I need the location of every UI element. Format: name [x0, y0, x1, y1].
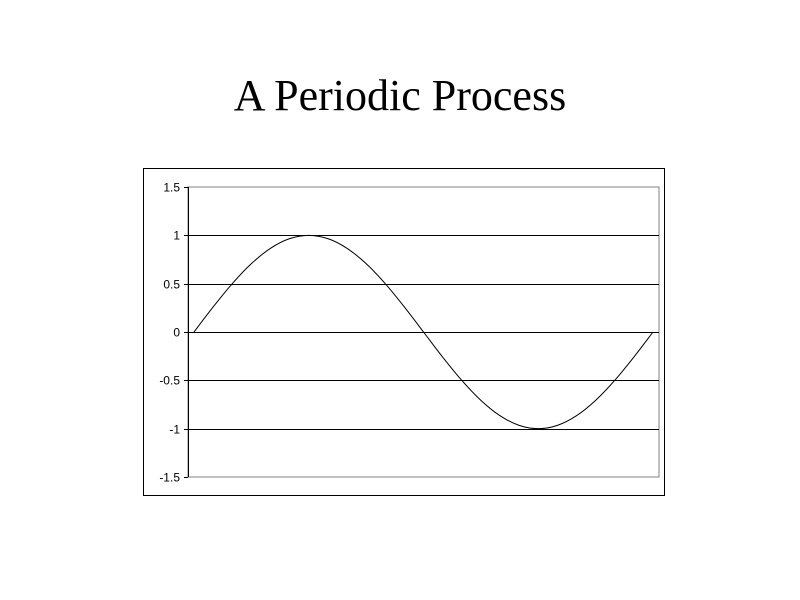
y-tick-label-6: -1.5	[159, 471, 180, 485]
series-line-0	[193, 234, 654, 430]
chart-frame: 1.5 1 0.5 0 -0.5 -1 -1.5	[143, 168, 665, 496]
y-tick-label-2: 0.5	[163, 278, 180, 292]
y-tick-label-0: 1.5	[163, 181, 180, 195]
y-tick-label-1: 1	[173, 229, 180, 243]
y-tick-label-4: -0.5	[159, 374, 180, 388]
y-tick-label-5: -1	[169, 423, 180, 437]
slide-title: A Periodic Process	[233, 71, 567, 120]
line-chart: 1.5 1 0.5 0 -0.5 -1 -1.5	[159, 181, 660, 485]
y-tick-label-3: 0	[173, 326, 180, 340]
